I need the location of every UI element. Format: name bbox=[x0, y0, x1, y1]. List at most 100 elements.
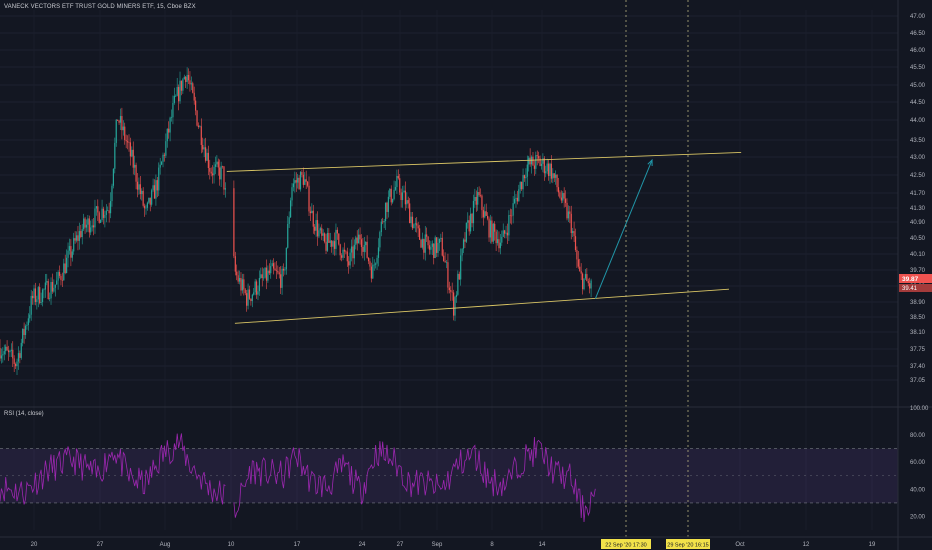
candle-body bbox=[183, 76, 185, 80]
candle-body bbox=[564, 198, 567, 203]
candle-body bbox=[553, 173, 555, 178]
price-axis-tick-label: 40.50 bbox=[910, 236, 926, 242]
candle-body bbox=[462, 239, 465, 249]
candle-body bbox=[538, 156, 540, 159]
candle-body bbox=[580, 271, 582, 274]
candle-body bbox=[437, 242, 439, 253]
candle-body bbox=[464, 239, 466, 242]
rsi-axis-tick-label: 20.00 bbox=[910, 514, 926, 520]
candle-body bbox=[173, 95, 175, 103]
grid-lines bbox=[0, 10, 898, 530]
candle-body bbox=[240, 278, 242, 291]
candle-body bbox=[579, 266, 581, 272]
candle-body bbox=[220, 166, 222, 180]
candle-body bbox=[175, 95, 177, 97]
candle-body bbox=[333, 241, 336, 249]
candle-body bbox=[557, 187, 560, 193]
candle-body bbox=[244, 289, 246, 294]
time-axis-tick-label: 17 bbox=[294, 542, 301, 548]
candle-body bbox=[2, 354, 4, 356]
candle-body bbox=[455, 294, 458, 298]
candle-body bbox=[386, 202, 388, 212]
candle-body bbox=[163, 154, 166, 156]
candle-body bbox=[30, 295, 32, 315]
candle-body bbox=[509, 215, 511, 216]
candle-body bbox=[0, 355, 3, 359]
candle-body bbox=[418, 228, 421, 240]
candle-body bbox=[34, 288, 37, 302]
candle-body bbox=[359, 234, 361, 240]
crosshair-date-badge-first bbox=[601, 539, 651, 549]
candle-body bbox=[248, 289, 251, 299]
candle-body bbox=[365, 241, 367, 246]
candle-body bbox=[306, 181, 309, 186]
candle-body bbox=[39, 287, 41, 303]
candle-body bbox=[272, 263, 275, 269]
candle-body bbox=[504, 230, 506, 234]
price-axis-tick-label: 39.70 bbox=[910, 268, 926, 274]
candle-body bbox=[470, 213, 472, 232]
candle-body bbox=[271, 263, 273, 267]
candle-body bbox=[328, 232, 330, 243]
candle-body bbox=[487, 215, 489, 219]
candle-body bbox=[129, 142, 132, 157]
candle-body bbox=[125, 140, 127, 142]
candle-body bbox=[420, 239, 422, 248]
rsi-panel-label[interactable]: RSI (14, close) bbox=[4, 411, 44, 417]
candle-body bbox=[9, 350, 11, 353]
candle-body bbox=[380, 221, 382, 233]
candle-body bbox=[287, 223, 289, 248]
time-axis-tick-label: 12 bbox=[803, 542, 810, 548]
candle-body bbox=[24, 325, 27, 336]
price-axis-tick-label: 43.50 bbox=[910, 138, 926, 144]
candle-body bbox=[5, 346, 7, 352]
candle-body bbox=[474, 196, 476, 201]
candle-body bbox=[176, 87, 178, 96]
candle-body bbox=[67, 250, 69, 258]
candle-body bbox=[146, 202, 149, 208]
candle-body bbox=[535, 155, 537, 169]
candle-body bbox=[148, 197, 150, 203]
candle-body bbox=[51, 281, 54, 292]
candle-body bbox=[7, 350, 10, 353]
candle-body bbox=[506, 232, 509, 236]
candle-body bbox=[90, 227, 92, 233]
candle-body bbox=[546, 163, 548, 172]
candle-body bbox=[63, 263, 65, 281]
trendline-drawings[interactable] bbox=[226, 0, 742, 537]
candle-body bbox=[583, 278, 585, 290]
candle-body bbox=[274, 268, 276, 271]
candle-body bbox=[312, 210, 314, 227]
candle-body bbox=[238, 278, 241, 282]
candle-body bbox=[135, 164, 137, 182]
candle-body bbox=[128, 142, 130, 143]
price-axis-tick-label: 37.40 bbox=[910, 364, 926, 370]
candle-body bbox=[338, 233, 340, 245]
candle-body bbox=[66, 257, 68, 273]
price-axis-tick-label: 41.70 bbox=[910, 191, 926, 197]
candle-body bbox=[411, 216, 414, 229]
candle-body bbox=[399, 178, 401, 193]
candle-body bbox=[278, 272, 280, 275]
candle-body bbox=[475, 196, 477, 205]
candle-body bbox=[512, 203, 514, 216]
time-axis-tick-label: 24 bbox=[359, 542, 366, 548]
candle-body bbox=[329, 240, 331, 243]
candle-body bbox=[19, 353, 21, 358]
candle-body bbox=[78, 231, 80, 241]
candle-body bbox=[494, 223, 496, 232]
price-axis-tick-label: 37.75 bbox=[910, 347, 926, 353]
price-axis-tick-label: 40.90 bbox=[910, 220, 926, 226]
candle-body bbox=[298, 177, 300, 190]
candle-body bbox=[302, 174, 304, 185]
candle-body bbox=[160, 161, 163, 165]
candle-body bbox=[83, 218, 85, 230]
candle-body bbox=[454, 297, 456, 316]
candle-body bbox=[61, 279, 63, 281]
candle-body bbox=[203, 147, 205, 150]
candle-body bbox=[119, 116, 122, 123]
candle-body bbox=[134, 164, 136, 168]
candle-body bbox=[440, 237, 442, 239]
